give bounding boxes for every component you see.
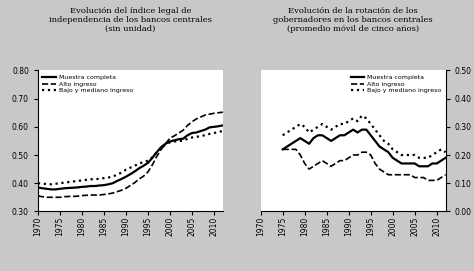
Text: Evolución del índice legal de
independencia de los bancos centrales
(sin unidad): Evolución del índice legal de independen… — [49, 7, 212, 33]
Legend: Muestra completa, Alto ingreso, Bajo y mediano ingreso: Muestra completa, Alto ingreso, Bajo y m… — [349, 74, 442, 95]
Text: Evolución de la rotación de los
gobernadores en los bancos centrales
(promedio m: Evolución de la rotación de los gobernad… — [273, 7, 433, 33]
Legend: Muestra completa, Alto ingreso, Bajo y mediano ingreso: Muestra completa, Alto ingreso, Bajo y m… — [41, 74, 134, 95]
